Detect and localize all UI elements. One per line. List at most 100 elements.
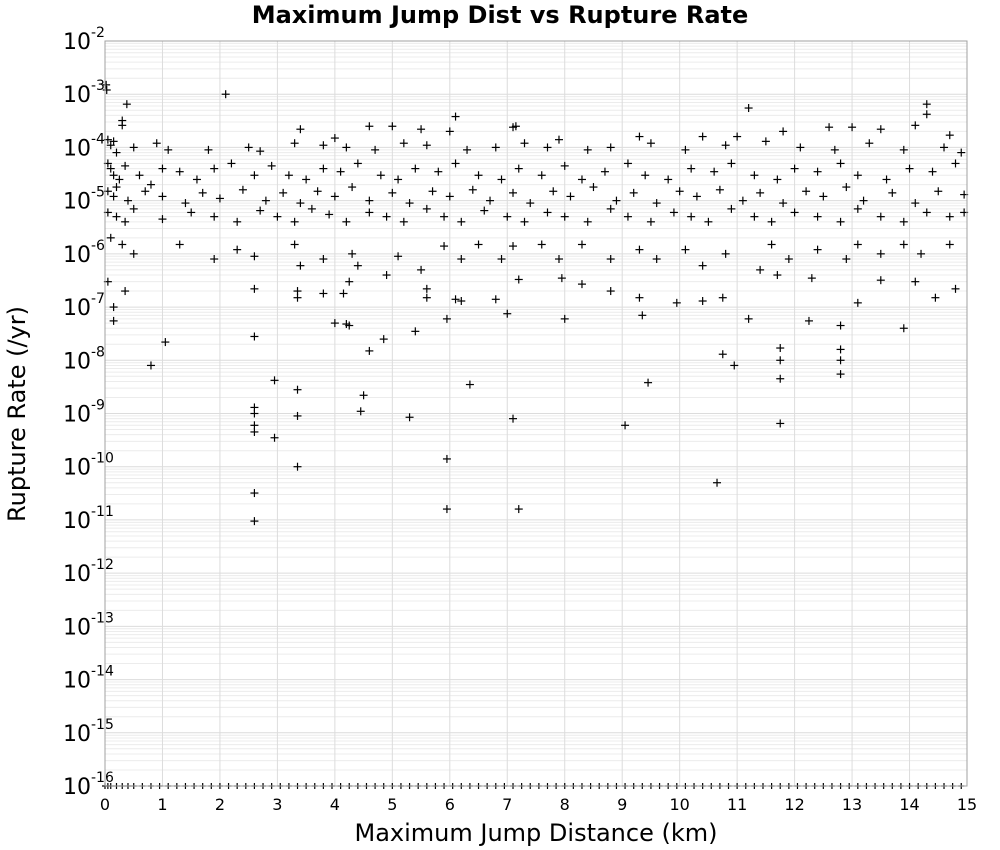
data-point — [313, 187, 322, 196]
data-point — [293, 411, 302, 420]
data-point — [638, 311, 647, 320]
data-point — [715, 185, 724, 194]
data-point — [106, 164, 115, 173]
data-point — [750, 212, 759, 221]
data-point — [836, 217, 845, 226]
data-point — [853, 171, 862, 180]
data-point — [468, 185, 477, 194]
data-point — [543, 208, 552, 217]
x-tick-label: 7 — [502, 795, 512, 814]
data-point — [577, 175, 586, 184]
data-point — [371, 145, 380, 154]
x-tick-label: 11 — [727, 795, 747, 814]
data-point — [945, 131, 954, 140]
y-tick-exponent: -11 — [91, 504, 114, 520]
data-point — [773, 175, 782, 184]
data-point — [543, 143, 552, 152]
data-point — [422, 293, 431, 302]
data-point — [411, 327, 420, 336]
data-point — [135, 171, 144, 180]
data-point — [491, 295, 500, 304]
data-point — [718, 350, 727, 359]
data-point — [345, 321, 354, 330]
data-point — [158, 215, 167, 224]
data-point — [830, 145, 839, 154]
plot-frame — [104, 40, 968, 787]
y-tick-exponent: -16 — [91, 770, 114, 786]
y-tick-label: 10 -15 — [63, 717, 114, 747]
data-point — [442, 314, 451, 323]
data-point — [302, 175, 311, 184]
data-point — [267, 161, 276, 170]
y-tick-label: 10 -9 — [63, 398, 105, 428]
data-point — [790, 164, 799, 173]
data-point — [112, 148, 121, 157]
x-tick-label: 12 — [784, 795, 804, 814]
data-point — [509, 242, 518, 251]
data-point — [713, 478, 722, 487]
data-point — [503, 212, 512, 221]
data-point — [451, 112, 460, 121]
y-tick-label: 10 -16 — [63, 770, 114, 800]
data-point — [560, 161, 569, 170]
data-point — [233, 217, 242, 226]
data-point — [192, 175, 201, 184]
data-point — [330, 192, 339, 201]
data-point — [514, 505, 523, 514]
data-point — [250, 427, 259, 436]
data-point — [146, 361, 155, 370]
data-point — [756, 265, 765, 274]
data-point — [342, 217, 351, 226]
data-point — [388, 122, 397, 131]
y-tick-exponent: -5 — [91, 185, 105, 201]
y-tick-base: 10 — [63, 615, 91, 640]
data-point — [767, 240, 776, 249]
x-tick-label: 2 — [215, 795, 225, 814]
data-point — [606, 143, 615, 152]
data-point — [779, 199, 788, 208]
data-point — [497, 175, 506, 184]
data-point — [442, 505, 451, 514]
data-point — [405, 199, 414, 208]
y-axis-label: Rupture Rate (/yr) — [3, 306, 31, 522]
data-point — [290, 240, 299, 249]
data-point — [606, 204, 615, 213]
x-tick-label: 3 — [272, 795, 282, 814]
data-point — [399, 139, 408, 148]
data-point — [198, 188, 207, 197]
data-point — [353, 261, 362, 270]
data-point — [557, 274, 566, 283]
data-point — [629, 188, 638, 197]
data-point — [589, 183, 598, 192]
data-point — [330, 134, 339, 143]
data-point — [417, 265, 426, 274]
data-point — [417, 125, 426, 134]
data-point — [336, 167, 345, 176]
data-point — [250, 332, 259, 341]
data-point — [158, 192, 167, 201]
y-tick-base: 10 — [63, 190, 91, 215]
data-point — [721, 249, 730, 258]
data-point — [560, 314, 569, 323]
data-point — [934, 187, 943, 196]
data-point — [776, 344, 785, 353]
y-tick-base: 10 — [63, 669, 91, 694]
data-point — [836, 370, 845, 379]
y-axis-ticks: 10-210-310-410-510-610-710-810-910 -1010-… — [63, 25, 114, 800]
data-point — [600, 167, 609, 176]
data-point — [813, 245, 822, 254]
data-point — [440, 212, 449, 221]
data-point — [109, 171, 118, 180]
data-point — [917, 249, 926, 258]
data-point — [882, 175, 891, 184]
data-point — [566, 192, 575, 201]
data-point — [319, 141, 328, 150]
y-tick-base: 10 — [63, 775, 91, 800]
y-tick-exponent: -15 — [91, 717, 114, 733]
data-point — [474, 240, 483, 249]
data-point — [256, 147, 265, 156]
data-point — [520, 139, 529, 148]
data-point — [899, 324, 908, 333]
data-point — [129, 249, 138, 258]
